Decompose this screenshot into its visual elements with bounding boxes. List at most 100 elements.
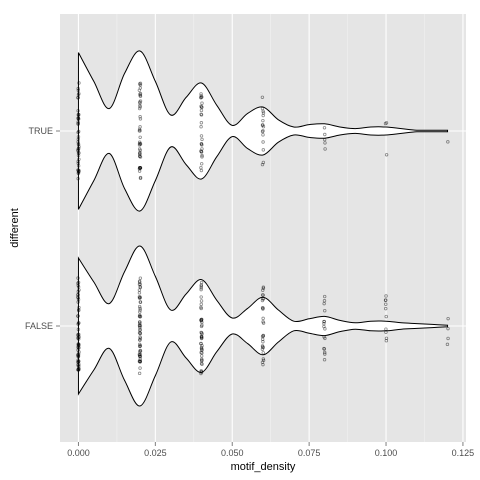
data-point [199,149,204,154]
data-point [260,298,265,303]
data-point [137,324,142,328]
data-point [261,160,266,165]
data-point [76,159,80,164]
data-point [199,318,203,322]
data-point [76,283,80,288]
data-point [76,314,80,318]
data-point [384,294,388,298]
data-point [384,302,388,306]
data-point [77,305,81,310]
data-point [138,325,142,330]
data-point [261,293,265,297]
data-point [76,355,81,359]
data-point [77,308,81,312]
data-point [323,336,327,341]
data-point [199,142,204,146]
data-point [138,142,143,146]
data-point [138,86,142,90]
data-point [138,152,142,156]
data-point [261,109,265,113]
data-point [199,305,203,310]
data-point [77,145,81,149]
data-point [76,121,80,126]
data-point [77,168,81,173]
data-point [137,296,142,300]
data-point [77,157,81,161]
data-point [445,342,450,347]
data-point [138,308,142,312]
data-point [199,96,203,100]
data-point [322,299,327,303]
data-point [137,106,142,111]
data-point [446,336,450,341]
data-point [138,310,142,314]
data-point [76,363,80,367]
data-point [138,148,142,152]
data-point [76,343,81,347]
data-point [77,81,81,85]
x-tick-label: 0.075 [298,448,321,458]
data-point [138,151,142,156]
data-point [200,344,204,348]
data-point [200,347,204,352]
data-point [322,137,327,142]
data-point [76,367,80,372]
data-point [384,306,388,311]
data-point [76,322,80,326]
data-point [77,91,81,96]
data-point [138,315,142,319]
data-point [138,165,142,170]
data-point [138,166,143,170]
data-point [138,366,142,370]
data-point [77,368,81,372]
data-point [138,101,142,105]
data-point [137,88,142,92]
data-point [76,367,81,372]
data-point [199,370,204,374]
data-point [76,321,81,325]
data-point [138,83,143,87]
data-point [322,294,327,299]
data-point [261,118,265,123]
data-point [199,150,204,154]
data-point [138,142,143,146]
data-point [199,370,203,374]
data-point [76,135,81,139]
data-point [137,280,142,284]
data-point [446,140,450,144]
data-point [77,112,81,117]
data-point [76,149,80,153]
data-point [138,81,143,85]
data-point [199,284,203,288]
data-point [138,129,142,133]
data-point [76,86,80,91]
data-point [76,360,80,364]
data-point [76,117,80,121]
data-point [76,168,80,172]
data-point [199,350,203,355]
data-point [77,332,81,337]
data-point [138,166,142,170]
y-tick-label: TRUE [29,126,54,136]
x-axis-title: motif_density [231,461,296,473]
data-point [76,308,81,313]
data-point [76,285,81,289]
data-point [199,92,203,96]
data-point [76,129,81,134]
data-point [76,297,81,302]
data-point [76,293,80,297]
data-point [138,306,142,311]
data-point [199,104,203,109]
data-point [199,359,204,363]
data-point [384,121,389,125]
data-point [76,142,81,146]
data-point [260,337,265,342]
data-point [137,304,142,309]
data-point [76,352,80,357]
data-point [76,280,81,285]
data-point [138,285,143,290]
data-point [199,357,204,361]
data-point [384,338,389,343]
data-point [261,320,265,324]
data-point [138,99,143,103]
